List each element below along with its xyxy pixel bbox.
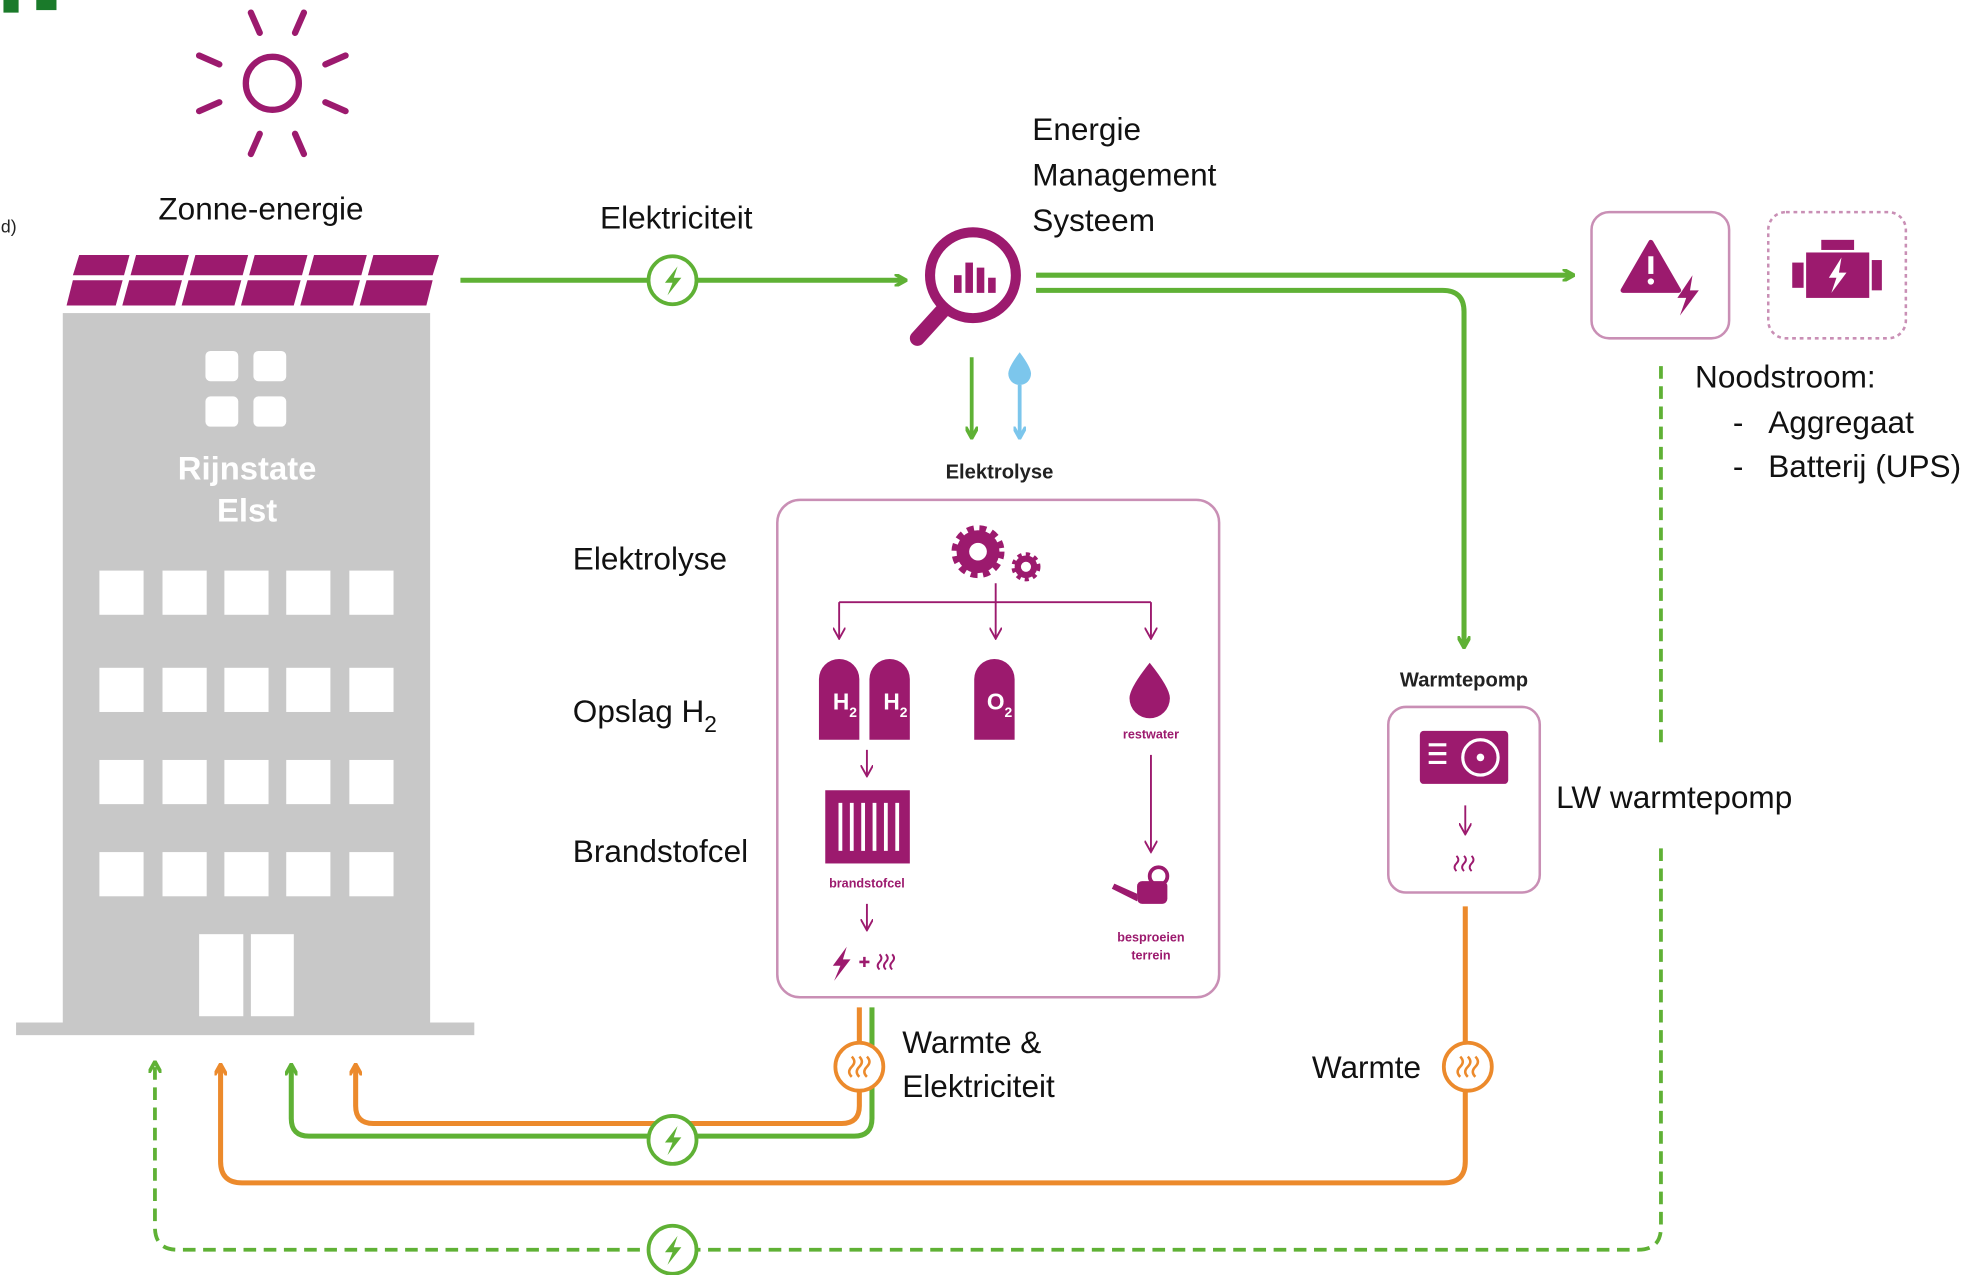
corner-mark (3, 0, 18, 13)
ems-label: Energie (1032, 111, 1141, 147)
tank-symbol: O (987, 688, 1005, 714)
tank-sub: 2 (849, 704, 857, 720)
ems-label: Management (1032, 157, 1216, 193)
electricity-label: Elektriciteit (600, 199, 753, 235)
ems-icon (917, 232, 1015, 338)
fuel-cell-label: brandstofcel (829, 876, 905, 890)
diagram: d) Zonne-energie Rijnstate Elst Elektric… (0, 0, 1980, 1275)
heat-power-label: Warmte & (902, 1024, 1041, 1060)
solar-panels (67, 252, 439, 308)
electricity-icon (649, 256, 697, 304)
stage-text: Opslag H (573, 693, 705, 729)
emergency-bullet: - (1733, 404, 1744, 440)
building: Rijnstate Elst (16, 313, 474, 1035)
page: d) Zonne-energie Rijnstate Elst Elektric… (0, 0, 1980, 1275)
ems-label: Systeem (1032, 202, 1155, 238)
heatpump-label: LW warmtepomp (1556, 779, 1792, 815)
emergency-bullet: - (1733, 448, 1744, 484)
electrolysis-box (777, 500, 1219, 997)
stage-label: Elektrolyse (573, 540, 727, 576)
emergency-item: Batterij (UPS) (1768, 448, 1961, 484)
heat-label: Warmte (1312, 1049, 1421, 1085)
sun-icon (199, 13, 345, 154)
electricity-icon (649, 1116, 697, 1164)
tank-sub: 2 (900, 704, 908, 720)
building-name: Rijnstate (178, 450, 317, 487)
solar-label: Zonne-energie (158, 191, 363, 227)
tank-sub: 2 (1005, 704, 1013, 720)
irrigation-label: besproeien (1117, 931, 1184, 945)
water-drop (1008, 352, 1031, 385)
electrolysis-input-label: Elektrolyse (946, 461, 1054, 483)
heat-icon (835, 1043, 883, 1091)
emergency-title: Noodstroom: (1695, 359, 1876, 395)
edge-fragment: d) (1, 216, 17, 236)
heat-icon (1444, 1043, 1492, 1091)
tank-symbol: H (883, 688, 899, 714)
heatpump-title: Warmtepomp (1400, 670, 1528, 692)
emergency-item: Aggregaat (1768, 404, 1914, 440)
stage-sub: 2 (704, 711, 717, 737)
stage-label: Opslag H2 (573, 693, 717, 737)
fuel-cell-icon (825, 790, 910, 863)
electricity-icon (649, 1226, 697, 1274)
heat-power-label: Elektriciteit (902, 1068, 1055, 1104)
restwater-label: restwater (1123, 727, 1179, 741)
tank-symbol: H (833, 688, 849, 714)
building-name: Elst (217, 491, 277, 528)
irrigation-label: terrein (1131, 948, 1170, 962)
stage-label: Brandstofcel (573, 833, 748, 869)
corner-mark (36, 0, 56, 10)
